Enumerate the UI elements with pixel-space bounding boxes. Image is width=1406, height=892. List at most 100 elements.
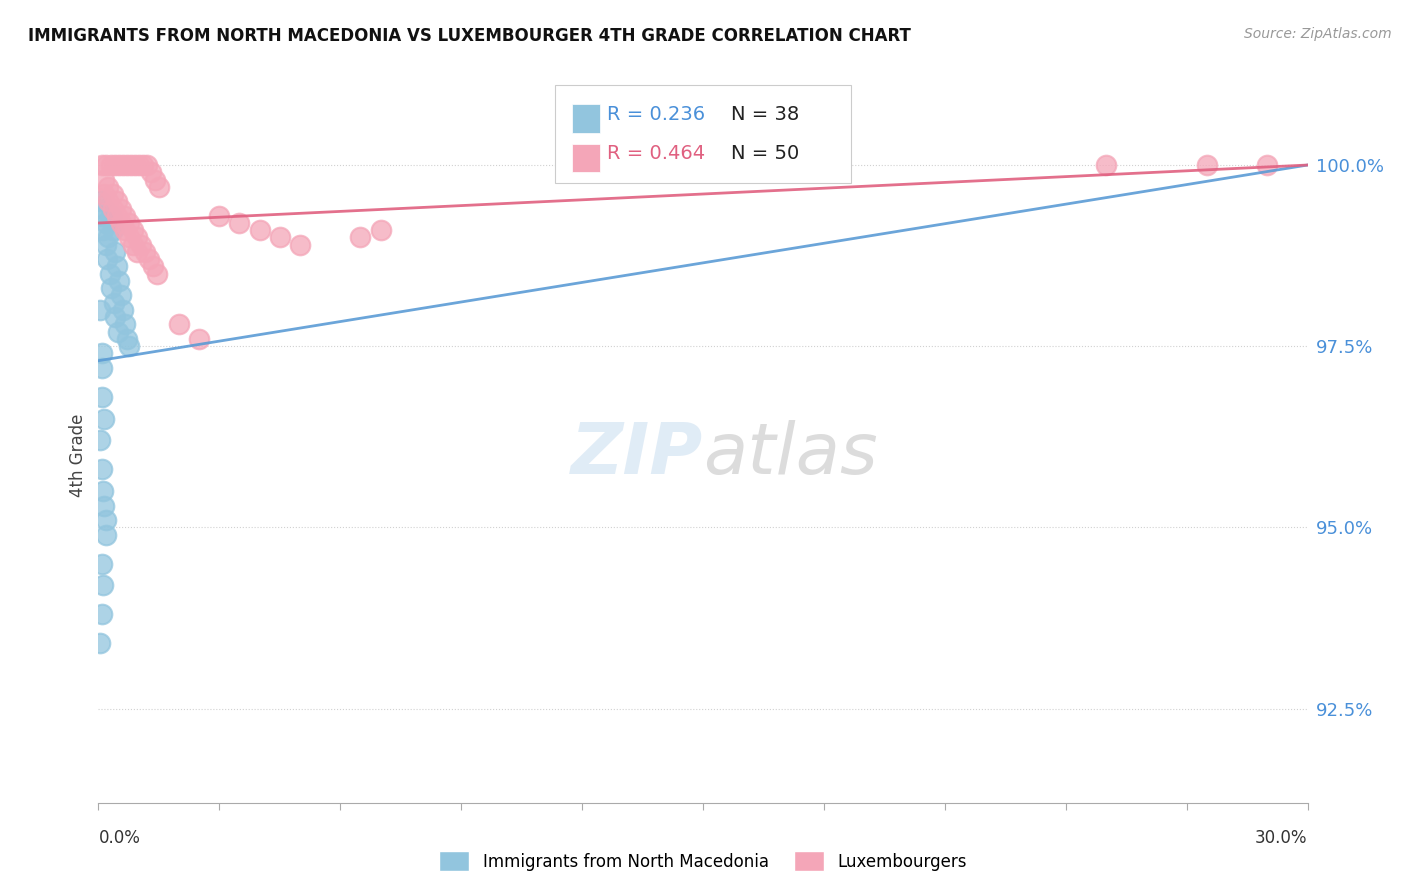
- Point: [89, 434, 111, 448]
- Point: [96, 216, 118, 230]
- Point: [115, 332, 138, 346]
- Point: [128, 158, 150, 172]
- Point: [125, 245, 148, 260]
- Point: [97, 194, 120, 209]
- Point: [101, 187, 124, 202]
- Point: [110, 288, 132, 302]
- Point: [97, 179, 120, 194]
- Point: [91, 346, 114, 360]
- Text: Source: ZipAtlas.com: Source: ZipAtlas.com: [1244, 27, 1392, 41]
- Point: [118, 216, 141, 230]
- Point: [96, 158, 118, 172]
- Point: [105, 194, 128, 209]
- Point: [105, 260, 128, 274]
- Point: [91, 158, 114, 172]
- Point: [100, 281, 122, 295]
- Point: [228, 216, 250, 230]
- Text: 30.0%: 30.0%: [1256, 829, 1308, 847]
- Point: [91, 484, 114, 499]
- Point: [370, 223, 392, 237]
- Point: [121, 223, 143, 237]
- Point: [143, 172, 166, 186]
- Point: [134, 245, 156, 260]
- Point: [96, 527, 118, 541]
- Point: [100, 158, 122, 172]
- Point: [118, 339, 141, 353]
- Text: 0.0%: 0.0%: [98, 829, 141, 847]
- Point: [96, 252, 118, 267]
- Point: [103, 245, 125, 260]
- Point: [124, 158, 146, 172]
- Point: [105, 209, 128, 223]
- Text: IMMIGRANTS FROM NORTH MACEDONIA VS LUXEMBOURGER 4TH GRADE CORRELATION CHART: IMMIGRANTS FROM NORTH MACEDONIA VS LUXEM…: [28, 27, 911, 45]
- Point: [249, 223, 271, 237]
- Text: ZIP: ZIP: [571, 420, 703, 490]
- Point: [107, 325, 129, 339]
- Legend: Immigrants from North Macedonia, Luxembourgers: Immigrants from North Macedonia, Luxembo…: [433, 845, 973, 878]
- Point: [148, 179, 170, 194]
- Point: [90, 462, 112, 476]
- Point: [139, 165, 162, 179]
- Text: atlas: atlas: [703, 420, 877, 490]
- Point: [89, 194, 111, 209]
- Point: [90, 209, 112, 223]
- Point: [135, 158, 157, 172]
- Text: R = 0.236: R = 0.236: [607, 104, 706, 124]
- Point: [110, 202, 132, 216]
- Point: [100, 209, 122, 223]
- Point: [269, 230, 291, 244]
- Point: [91, 557, 114, 571]
- Point: [93, 202, 115, 216]
- Point: [114, 318, 136, 332]
- Point: [121, 237, 143, 252]
- Point: [188, 332, 211, 346]
- Point: [91, 390, 114, 404]
- Point: [94, 513, 117, 527]
- Point: [101, 202, 124, 216]
- Point: [125, 230, 148, 244]
- Point: [111, 158, 134, 172]
- Point: [1095, 158, 1118, 172]
- Point: [91, 578, 114, 592]
- Point: [93, 499, 115, 513]
- Point: [288, 237, 311, 252]
- Point: [114, 223, 136, 237]
- Point: [167, 318, 190, 332]
- Point: [97, 230, 120, 244]
- Point: [111, 303, 134, 318]
- Point: [107, 274, 129, 288]
- Text: N = 50: N = 50: [731, 144, 800, 163]
- Point: [146, 267, 169, 281]
- Point: [101, 223, 124, 237]
- Point: [93, 187, 115, 202]
- Point: [107, 158, 129, 172]
- Point: [90, 361, 112, 376]
- Point: [89, 303, 111, 318]
- Point: [89, 636, 111, 650]
- Point: [93, 172, 115, 186]
- Text: N = 38: N = 38: [731, 104, 800, 124]
- Point: [93, 411, 115, 425]
- Point: [1256, 158, 1278, 172]
- Point: [120, 158, 142, 172]
- Point: [103, 158, 125, 172]
- Point: [138, 252, 160, 267]
- Point: [110, 216, 132, 230]
- Point: [142, 260, 165, 274]
- Point: [1195, 158, 1218, 172]
- Point: [114, 209, 136, 223]
- Point: [104, 310, 127, 325]
- Point: [115, 158, 138, 172]
- Point: [349, 230, 371, 244]
- Point: [118, 230, 141, 244]
- Point: [98, 267, 121, 281]
- Point: [91, 223, 114, 237]
- Text: R = 0.464: R = 0.464: [607, 144, 706, 163]
- Point: [129, 237, 152, 252]
- Y-axis label: 4th Grade: 4th Grade: [69, 413, 87, 497]
- Point: [90, 607, 112, 622]
- Point: [208, 209, 231, 223]
- Point: [132, 158, 155, 172]
- Point: [94, 237, 117, 252]
- Point: [103, 295, 125, 310]
